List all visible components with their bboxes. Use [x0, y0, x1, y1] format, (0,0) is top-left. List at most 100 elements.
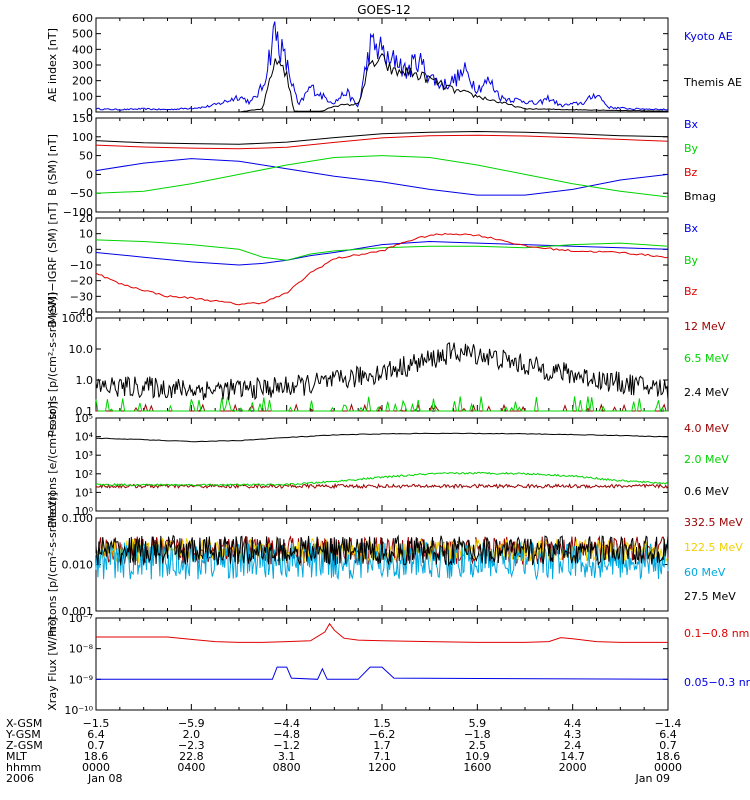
- legend-label: Themis AE: [683, 76, 742, 89]
- y-axis-label: Electrons [e/(cm²-s-sr)]: [46, 401, 59, 528]
- orbit-cell: −1.4: [655, 717, 682, 730]
- orbit-cell: −1.2: [273, 739, 300, 752]
- orbit-cell: 0.7: [87, 739, 105, 752]
- panel-1: 150 100 50 0 −50 −100 B (SM) [nT] Bx By Bz Bmag: [46, 112, 716, 219]
- y-tick-label: −100: [63, 206, 93, 219]
- legend-label: 0.1−0.8 nm: [684, 627, 749, 640]
- orbit-cell: Jan 08: [87, 772, 122, 785]
- orbit-row-label: 2006: [6, 772, 34, 785]
- orbit-cell: 0000: [82, 761, 110, 774]
- orbit-cell: −2.3: [178, 739, 205, 752]
- legend-label: 2.0 MeV: [684, 453, 729, 466]
- y-tick-label: 100: [72, 90, 93, 103]
- y-axis-label: B (SM) [nT]: [46, 134, 59, 196]
- legend-label: 6.5 MeV: [684, 352, 729, 365]
- orbit-cell: 18.6: [84, 750, 109, 763]
- orbit-cell: 7.1: [373, 750, 391, 763]
- legend-label: 122.5 MeV: [684, 541, 743, 554]
- orbit-cell: 0800: [273, 761, 301, 774]
- y-tick-label: 50: [79, 150, 93, 163]
- y-tick-label: 10⁻¹⁰: [64, 704, 93, 717]
- y-tick-label: 200: [72, 75, 93, 88]
- orbit-cell: 6.4: [659, 728, 677, 741]
- panel-frame: [95, 117, 669, 213]
- series-line: [95, 130, 669, 145]
- orbit-cell: 3.1: [278, 750, 296, 763]
- legend-label: 27.5 MeV: [684, 590, 736, 603]
- y-axis-label: B (SM)−IGRF (SM) [nT]: [46, 202, 59, 327]
- orbit-cell: 4.3: [564, 728, 582, 741]
- y-tick-label: 10⁵: [75, 412, 93, 425]
- legend-label: 332.5 MeV: [684, 516, 743, 529]
- plot-title: GOES-12: [357, 3, 411, 17]
- y-tick-label: 10.0: [69, 343, 94, 356]
- y-axis-label: Protons [p/(cm²-s-sr-MeV)]: [46, 292, 59, 437]
- series-line: [95, 158, 669, 196]
- y-tick-label: 400: [72, 43, 93, 56]
- orbit-cell: 2000: [559, 761, 587, 774]
- series-line: [95, 342, 669, 401]
- series-line: [95, 240, 669, 266]
- series-line: [95, 396, 668, 413]
- orbit-cell: 2.0: [183, 728, 201, 741]
- orbit-cell: 1600: [463, 761, 491, 774]
- legend-label: Kyoto AE: [684, 30, 733, 43]
- y-tick-label: 100: [72, 131, 93, 144]
- y-tick-label: 10²: [75, 468, 93, 481]
- y-tick-label: 150: [72, 112, 93, 125]
- legend-label: 0.05−0.3 nm: [684, 676, 750, 689]
- y-tick-label: 500: [72, 28, 93, 41]
- y-axis-label: AE index [nT]: [46, 28, 59, 102]
- orbit-cell: −4.8: [273, 728, 300, 741]
- y-tick-label: −50: [70, 187, 93, 200]
- y-tick-label: 20: [79, 212, 93, 225]
- y-tick-label: 0.100: [62, 512, 94, 525]
- y-tick-label: 10¹: [75, 486, 93, 499]
- y-axis-label: Protons [p/(cm²-s-sr-MeV)]: [46, 492, 59, 637]
- orbit-cell: −4.4: [273, 717, 300, 730]
- panel-frame: [95, 317, 669, 412]
- y-tick-label: −40: [70, 306, 93, 319]
- orbit-cell: −6.2: [369, 728, 396, 741]
- panel-frame: [95, 417, 669, 512]
- series-line: [95, 155, 669, 198]
- legend-label: 4.0 MeV: [684, 422, 729, 435]
- y-tick-label: 0: [86, 106, 93, 119]
- legend-label: Bx: [684, 118, 699, 131]
- panel-2: 20 10 0 −10 −20 −30 −40 B (SM)−IGRF (SM) [nT] Bx…: [46, 202, 699, 327]
- y-tick-label: 10⁰: [75, 505, 94, 518]
- orbit-cell: Jan 09: [635, 772, 670, 785]
- orbit-row-label: X-GSM: [6, 717, 42, 730]
- orbit-cell: 14.7: [560, 750, 585, 763]
- series-line: [95, 471, 669, 487]
- series-line: [96, 53, 669, 113]
- y-tick-label: 0.1: [76, 405, 94, 418]
- y-tick-label: 10⁻⁸: [69, 643, 94, 656]
- y-tick-label: 0: [86, 168, 93, 181]
- orbit-cell: 1200: [368, 761, 396, 774]
- orbit-cell: 6.4: [87, 728, 105, 741]
- series-line: [96, 432, 668, 443]
- panel-0: 600 500 400 300 200 100 0 AE index [nT] Kyoto AE…: [46, 12, 742, 119]
- series-line: [95, 482, 669, 490]
- series-line: [96, 622, 668, 643]
- y-tick-label: 0.010: [62, 559, 94, 572]
- orbit-row-label: Z-GSM: [6, 739, 43, 752]
- series-line: [95, 134, 669, 150]
- legend-label: 60 MeV: [684, 566, 726, 579]
- series-line: [95, 534, 669, 567]
- orbit-cell: 10.9: [465, 750, 490, 763]
- orbit-cell: 2.4: [564, 739, 582, 752]
- y-axis-label: Xray Flux [W/m²]: [46, 617, 59, 710]
- legend-label: 2.4 MeV: [684, 386, 729, 399]
- y-tick-label: −20: [70, 275, 93, 288]
- y-tick-label: 300: [72, 59, 93, 72]
- orbit-cell: 2.5: [469, 739, 487, 752]
- orbit-row-label: Y-GSM: [5, 728, 41, 741]
- series-line: [96, 666, 669, 680]
- orbit-cell: 4.4: [564, 717, 582, 730]
- y-tick-label: 0: [86, 243, 93, 256]
- orbit-cell: −1.8: [464, 728, 491, 741]
